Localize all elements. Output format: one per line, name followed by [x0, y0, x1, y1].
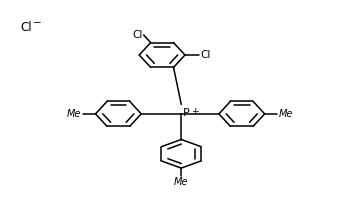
Text: Me: Me [67, 109, 81, 119]
Text: Cl: Cl [132, 30, 142, 40]
Text: P: P [183, 108, 190, 118]
Text: Cl: Cl [200, 50, 211, 60]
Text: +: + [191, 107, 198, 116]
Text: −: − [33, 19, 41, 29]
Text: Me: Me [279, 109, 293, 119]
Text: Me: Me [174, 177, 188, 187]
Text: Cl: Cl [20, 21, 32, 34]
